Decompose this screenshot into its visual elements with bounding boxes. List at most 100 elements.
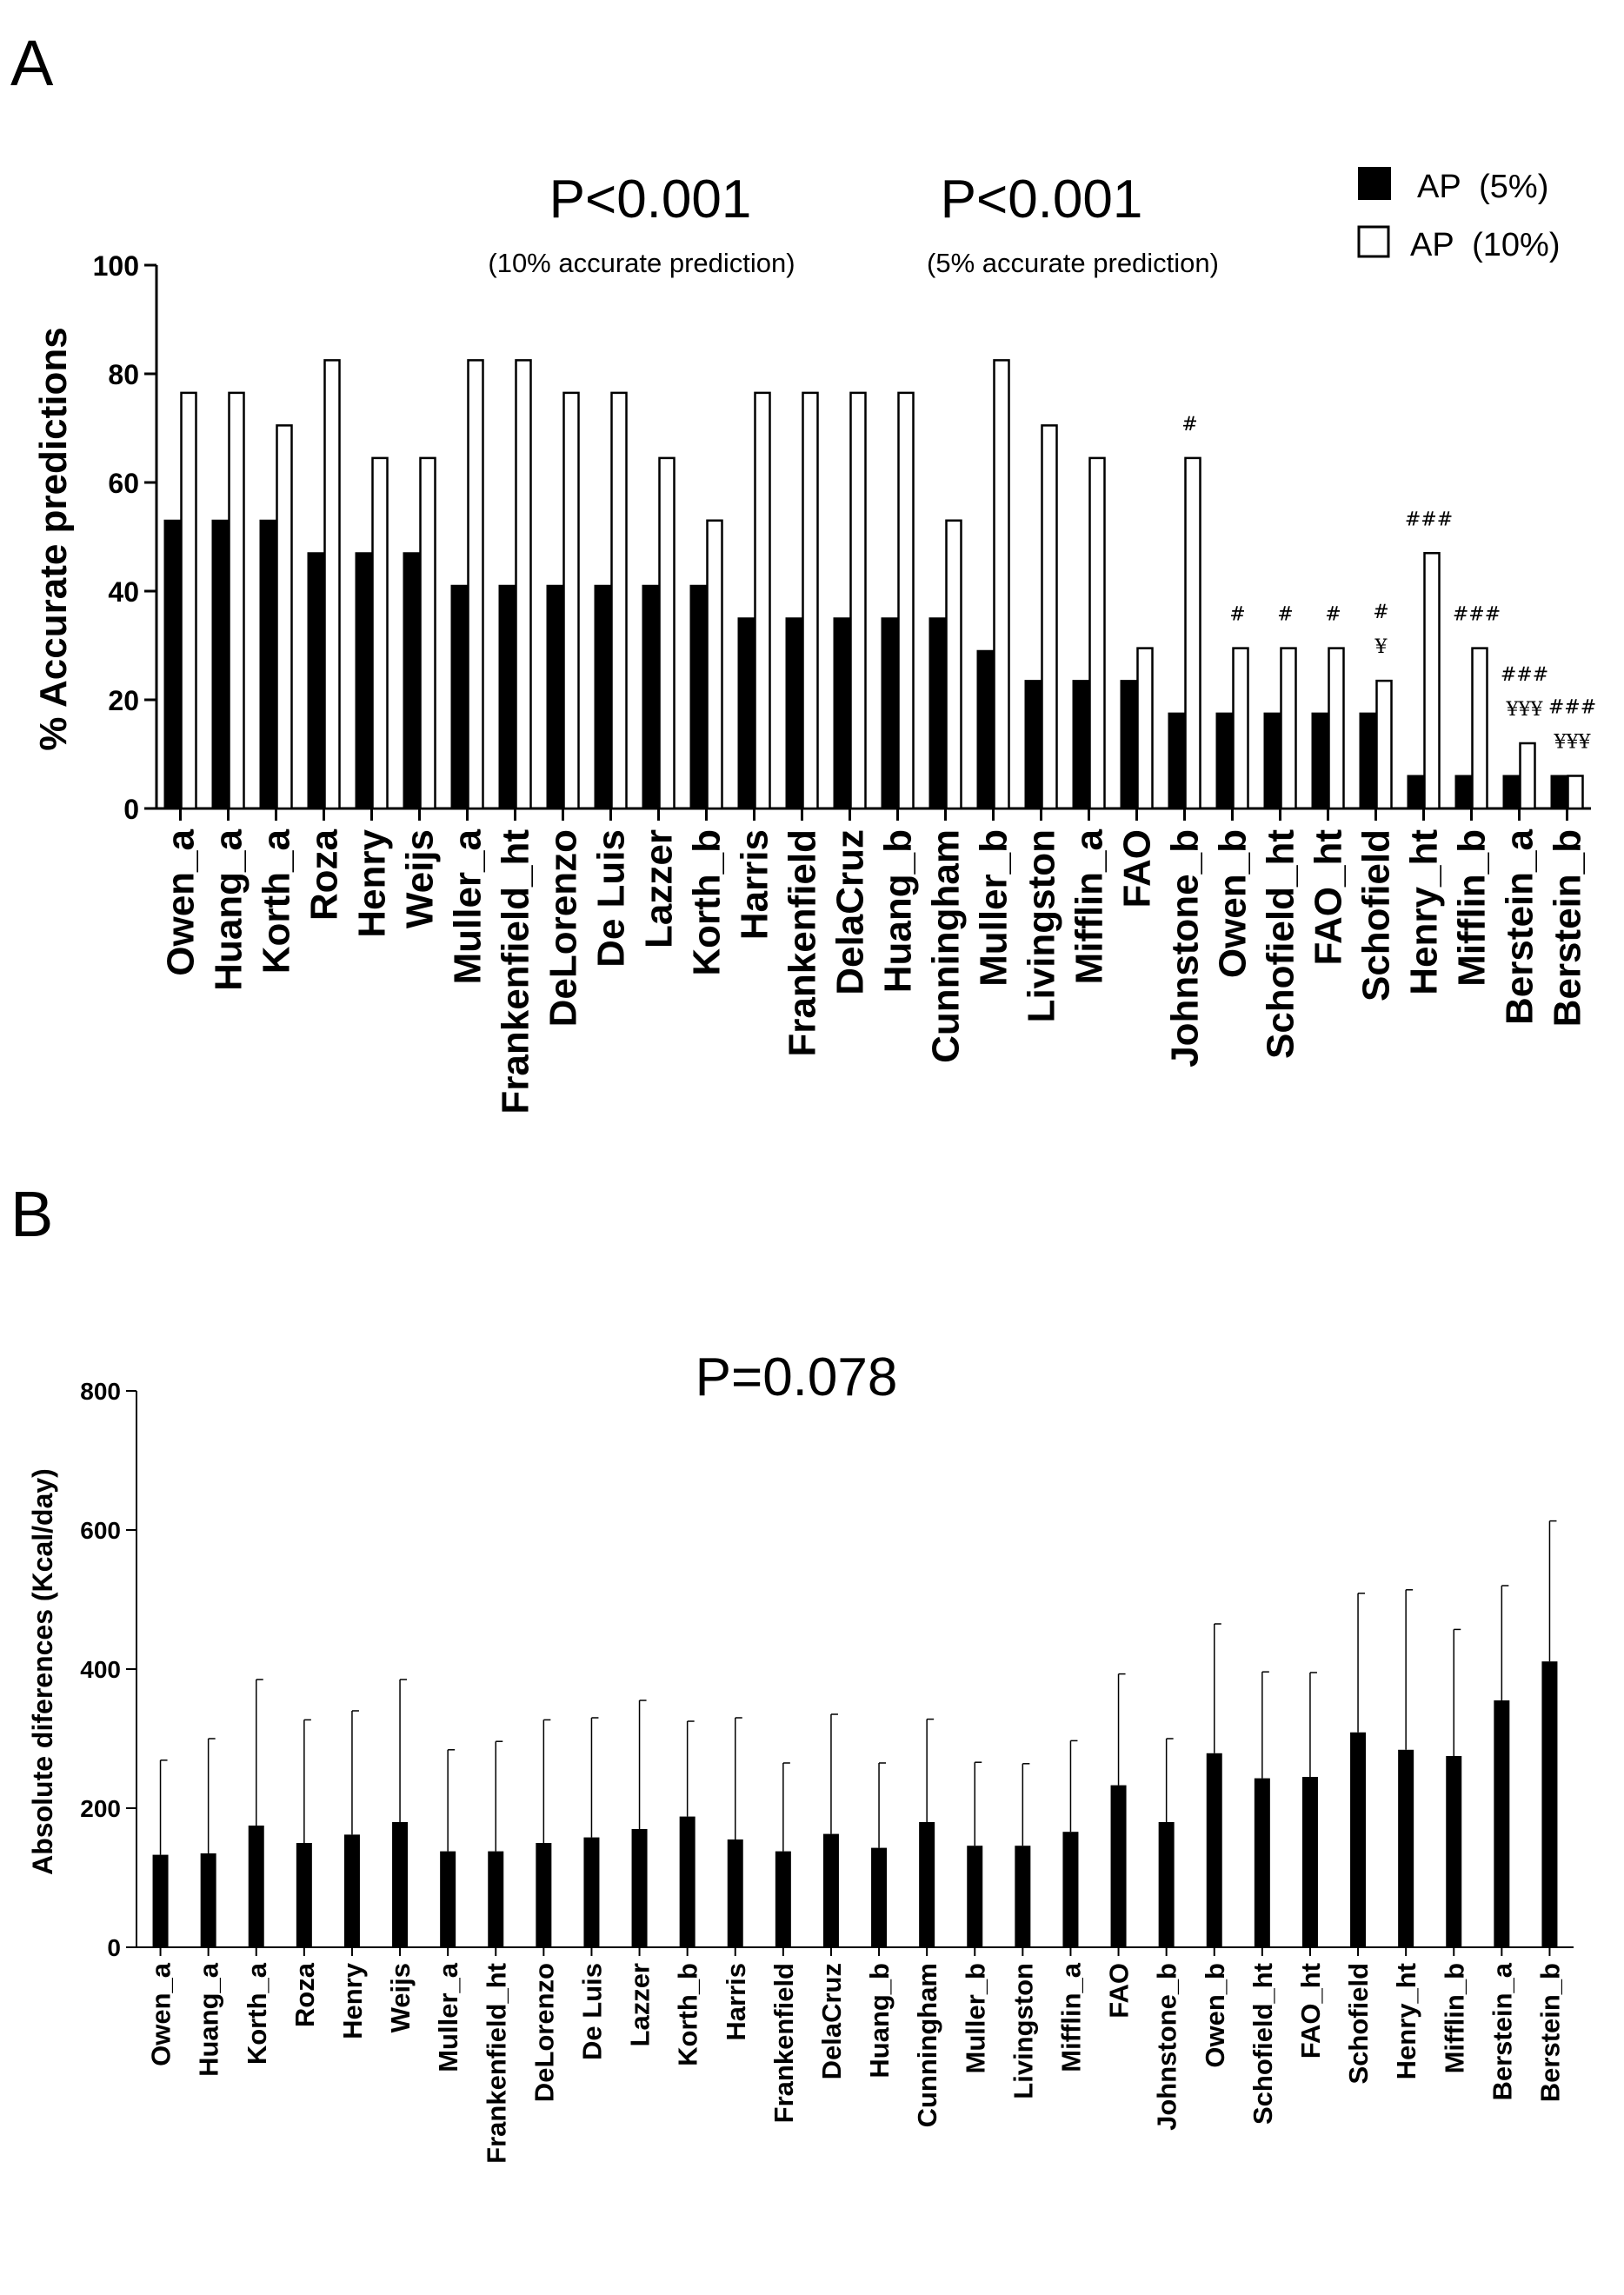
bar-ap5-delorenzo <box>546 584 563 809</box>
significance-mark-owen-b: # <box>1229 604 1245 626</box>
panel-b-category-label: Frankenfield_ht <box>481 1963 511 2164</box>
panel-b-category-label: Schofield <box>1343 1963 1374 2085</box>
panel-b-y-tick-label: 600 <box>80 1517 121 1544</box>
panel-b-category-label: Owen_a <box>146 1962 176 2066</box>
bar-abs-diff-schofield <box>1350 1732 1367 1947</box>
panel-a-category-label: Berstein_a <box>1499 828 1541 1025</box>
bar-abs-diff-fao <box>1110 1785 1127 1947</box>
bar-ap5-weijs <box>403 552 420 809</box>
bar-ap5-fao <box>1120 680 1137 809</box>
bar-ap10-mifflin-a <box>1088 456 1106 810</box>
panel-a-category-label: Mifflin_b <box>1451 829 1494 987</box>
panel-a-category-label: Schofield <box>1355 829 1398 1001</box>
bar-abs-diff-de-luis <box>583 1837 600 1947</box>
bar-abs-diff-harris <box>727 1839 743 1947</box>
panel-b-category-label: Mifflin_a <box>1055 1962 1086 2072</box>
bar-ap5-fao-ht <box>1311 712 1328 809</box>
bar-abs-diff-berstein-b <box>1541 1661 1558 1947</box>
panel-b-category-label: Livingston <box>1008 1963 1038 2099</box>
bar-ap5-frankenfield <box>785 617 802 809</box>
panel-b-category-label: FAO_ht <box>1295 1963 1326 2059</box>
bar-ap5-korth-b <box>689 584 707 809</box>
bar-ap10-harris <box>754 391 771 810</box>
bar-ap10-owen-a <box>180 391 197 810</box>
bar-ap5-owen-b <box>1215 712 1233 809</box>
panel-a-y-tick-label: 20 <box>108 685 139 716</box>
panel-a-category-label: Roza <box>303 828 346 921</box>
bar-ap10-berstein-b <box>1567 775 1584 810</box>
panel-a-pvalue-2-sub: (5% accurate prediction) <box>927 248 1219 278</box>
panel-b-category-label: Johnstone_b <box>1152 1963 1182 2131</box>
significance-mark-schofield-ht: # <box>1277 604 1293 626</box>
panel-b-category-label: Korth_b <box>673 1963 703 2066</box>
panel-b-category-label: Owen_b <box>1200 1963 1230 2068</box>
bar-ap5-de-luis <box>594 584 611 809</box>
panel-b-category-label: Cunningham <box>912 1963 942 2127</box>
bar-ap5-johnstone-b <box>1168 712 1185 809</box>
bar-abs-diff-frankenfield-ht <box>488 1851 504 1947</box>
bar-ap10-muller-b <box>993 359 1010 810</box>
bar-ap5-lazzer <box>642 584 659 809</box>
bar-ap10-delorenzo <box>562 391 580 810</box>
panel-a-category-label: Henry_ht <box>1403 829 1446 995</box>
bar-ap10-cunningham <box>945 519 962 810</box>
panel-b-label: B <box>10 1178 53 1250</box>
panel-b-y-tick-label: 800 <box>80 1378 121 1405</box>
panel-a-category-label: Cunningham <box>925 829 968 1063</box>
panel-b-pvalue: P=0.078 <box>696 1347 898 1407</box>
panel-b-category-label: Henry_ht <box>1391 1963 1421 2079</box>
legend-label-ap5: AP (5%) <box>1417 169 1548 205</box>
bar-ap10-fao-ht <box>1328 647 1345 810</box>
panel-b-category-label: FAO <box>1104 1963 1135 2019</box>
bar-abs-diff-weijs <box>392 1822 409 1947</box>
panel-b-category-label: Huang_b <box>864 1963 895 2079</box>
bar-abs-diff-lazzer <box>631 1829 648 1947</box>
panel-a-category-label: Mifflin_a <box>1068 828 1111 984</box>
bar-ap10-huang-b <box>897 391 915 810</box>
panel-b-category-label: Korth_a <box>242 1962 272 2065</box>
panel-b-category-label: Henry <box>337 1962 368 2039</box>
bar-ap5-muller-a <box>450 584 468 809</box>
bar-ap10-lazzer <box>658 456 676 810</box>
bar-ap5-schofield-ht <box>1263 712 1281 809</box>
significance-mark-johnstone-b: # <box>1181 414 1197 436</box>
panel-a-y-tick-label: 0 <box>123 794 139 825</box>
panel-a-category-label: Frankenfield_ht <box>495 829 537 1114</box>
bar-ap10-henry <box>371 456 389 810</box>
significance-mark-berstein-b: ### <box>1548 697 1596 719</box>
bar-abs-diff-owen-a <box>152 1854 169 1947</box>
panel-a-category-label: Korth_a <box>256 828 298 974</box>
bar-ap5-harris <box>737 617 755 809</box>
bar-abs-diff-delacruz <box>822 1833 839 1947</box>
bar-abs-diff-fao-ht <box>1301 1777 1318 1947</box>
panel-a-category-label: FAO_ht <box>1308 829 1350 966</box>
bar-ap10-livingston <box>1041 424 1058 810</box>
significance-mark-mifflin-b: ### <box>1453 604 1501 626</box>
bar-ap5-henry-ht <box>1407 775 1424 809</box>
bar-ap10-delacruz <box>849 391 867 810</box>
bar-abs-diff-huang-a <box>200 1853 216 1947</box>
panel-a-y-tick-label: 40 <box>108 576 139 608</box>
panel-b-category-label: Berstein_b <box>1534 1963 1565 2102</box>
panel-a-category-label: Owen_b <box>1212 829 1255 978</box>
panel-b-category-label: DelaCruz <box>816 1963 847 2079</box>
panel-a-category-label: Huang_b <box>877 829 920 993</box>
legend-swatch-ap10 <box>1357 225 1390 258</box>
significance-mark-berstein-a: ¥¥¥ <box>1506 699 1544 721</box>
bar-ap5-schofield <box>1359 712 1376 809</box>
panel-b-category-label: Schofield_ht <box>1248 1963 1278 2125</box>
panel-b-category-label: De Luis <box>576 1963 607 2060</box>
bar-ap5-berstein-b <box>1550 775 1567 809</box>
panel-a-category-label: DelaCruz <box>829 829 872 995</box>
bar-abs-diff-schofield-ht <box>1254 1778 1270 1947</box>
bar-ap5-muller-b <box>976 649 994 809</box>
bar-ap10-berstein-a <box>1519 742 1536 810</box>
bar-abs-diff-frankenfield <box>775 1851 791 1947</box>
panel-b-category-label: Muller_b <box>960 1963 990 2073</box>
bar-ap10-roza <box>323 359 341 810</box>
bar-abs-diff-roza <box>296 1843 312 1947</box>
bar-ap5-roza <box>307 552 324 809</box>
panel-a-category-label: Weijs <box>399 829 442 928</box>
panel-a-category-label: Lazzer <box>638 829 681 948</box>
